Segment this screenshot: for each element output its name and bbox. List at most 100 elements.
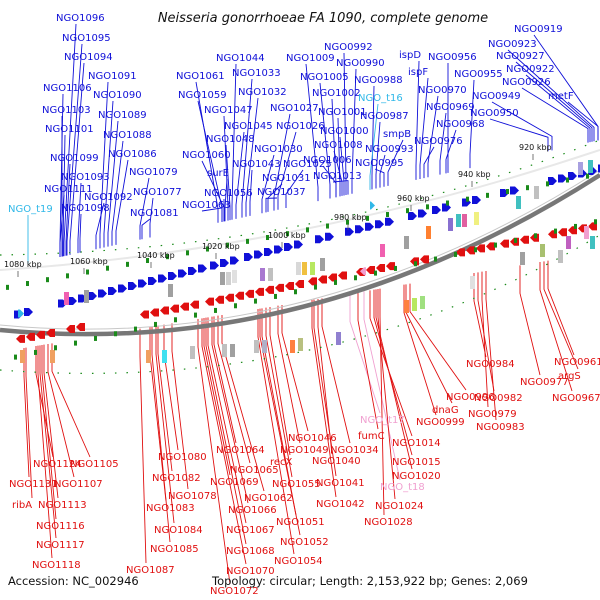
reference-tick — [26, 281, 29, 287]
gene-label-ngo1081: NGO1081 — [130, 208, 179, 219]
connector-ngo0996 — [409, 283, 467, 391]
gene-label-ngo1095: NGO1095 — [62, 33, 111, 44]
connector-ngo1088 — [111, 140, 124, 246]
reference-tick — [406, 208, 409, 214]
reverse-gene-arrow — [245, 289, 254, 298]
gene-label-ngo0926: NGO0926 — [502, 77, 551, 88]
gene-label-ngo1005: NGO1005 — [300, 72, 349, 83]
feature-annotation-block — [232, 270, 237, 283]
connector-ngo0983 — [485, 271, 497, 421]
feature-annotation-block — [558, 250, 563, 263]
reference-tick — [106, 265, 109, 271]
gene-label-ngo1044: NGO1044 — [216, 53, 265, 64]
connector-ngo1101 — [62, 134, 66, 257]
connector-ispd — [415, 60, 420, 180]
connector-ngo1094 — [69, 62, 85, 255]
gene-label-ngo_t19: NGO_t19 — [8, 204, 53, 215]
connector-fumc — [357, 292, 379, 430]
connector-ngo1096 — [63, 23, 77, 257]
gene-label-ngo_t16: NGO_t16 — [358, 93, 403, 104]
reference-tick — [346, 219, 349, 225]
forward-gene-arrow — [385, 217, 394, 226]
feature-annotation-block — [448, 218, 453, 231]
forward-gene-arrow — [284, 243, 293, 251]
gene-label-ngo0961: NGO0961 — [554, 357, 600, 368]
gene-label-metf: metF — [548, 91, 574, 102]
reverse-gene-arrow — [46, 328, 55, 337]
gene-label-ngo1009: NGO1009 — [286, 53, 335, 64]
scale-tick-label: 980 kbp — [334, 213, 367, 222]
gene-label-ngo1043: NGO1043 — [232, 159, 281, 170]
connector-ngo1077 — [149, 197, 154, 238]
gene-label-args: argS — [558, 371, 581, 382]
reverse-gene-arrow — [366, 266, 375, 275]
connector-ngo1024 — [377, 289, 396, 500]
gene-label-ngo1048: NGO1048 — [206, 134, 255, 145]
reverse-gene-arrow — [150, 308, 159, 317]
connector-ngo1040 — [317, 299, 333, 455]
connector-sure — [224, 178, 228, 222]
forward-gene-arrow — [220, 259, 229, 267]
connector-ngo0979 — [481, 271, 489, 408]
forward-gene-arrow — [548, 177, 557, 185]
connector-ngo1033 — [241, 78, 253, 218]
reverse-gene-arrow — [376, 264, 385, 273]
gene-label-ngo0970: NGO0970 — [418, 85, 467, 96]
connector-ngo0988 — [371, 85, 375, 190]
reference-tick — [194, 312, 197, 318]
connector-ngo0969 — [439, 112, 447, 175]
reference-tick — [254, 298, 257, 304]
reverse-gene-arrow — [308, 277, 317, 286]
gene-label-ngo0982: NGO0982 — [474, 393, 523, 404]
feature-annotation-block — [146, 350, 151, 363]
feature-annotation-block — [298, 338, 303, 351]
gene-label-ngo0990: NGO0990 — [336, 58, 385, 69]
feature-annotation-block — [470, 276, 475, 289]
connector-ngo1090 — [103, 100, 114, 248]
forward-gene-arrow — [418, 209, 427, 218]
gene-label-ngo1000: NGO1000 — [320, 126, 369, 137]
gene-label-ngo1042: NGO1042 — [316, 499, 365, 510]
gene-label-sure: surE — [207, 168, 229, 179]
connector-ngo1009 — [305, 63, 319, 202]
feature-annotation-block — [566, 236, 571, 249]
gene-label-ngo1065: NGO1065 — [230, 465, 279, 476]
gene-label-ngo1020: NGO1020 — [392, 471, 441, 482]
connector-riba — [25, 347, 33, 499]
reverse-gene-arrow — [265, 285, 274, 294]
reverse-gene-arrow — [285, 281, 294, 290]
reverse-gene-arrow — [190, 300, 199, 309]
reference-tick — [6, 284, 9, 290]
connector-ngo1089 — [107, 120, 119, 247]
forward-gene-arrow — [294, 240, 303, 249]
connector-ngo0995 — [374, 168, 385, 187]
reverse-gene-arrow — [160, 306, 169, 315]
reference-tick — [246, 238, 249, 244]
gene-label-ngo1077: NGO1077 — [133, 187, 182, 198]
reference-tick — [54, 345, 57, 351]
gene-label-ngo1117: NGO1117 — [36, 540, 85, 551]
reference-tick — [274, 293, 277, 299]
gene-label-ngo1101: NGO1101 — [45, 124, 94, 135]
reverse-gene-arrow — [558, 228, 567, 237]
connector-ngo0990 — [351, 68, 357, 194]
feature-annotation-block — [420, 296, 425, 309]
reverse-gene-arrow — [466, 246, 475, 255]
forward-gene-arrow — [244, 253, 253, 261]
gene-label-ngo1068: NGO1068 — [226, 546, 275, 557]
gene-label-ngo1062: NGO1062 — [244, 493, 293, 504]
gene-label-ngo0992: NGO0992 — [324, 42, 373, 53]
forward-gene-arrow — [408, 212, 417, 220]
gene-label-ngo1069: NGO1069 — [210, 477, 259, 488]
connector-ngo1027 — [273, 113, 291, 211]
gene-label-ngo1105: NGO1105 — [70, 459, 119, 470]
connector-ngo1043 — [249, 169, 253, 216]
connector-metf — [567, 101, 599, 141]
reference-tick — [266, 235, 269, 241]
scale-tick-label: 940 kbp — [458, 170, 491, 179]
reverse-gene-arrow — [235, 291, 244, 300]
reverse-gene-arrow — [338, 271, 347, 280]
feature-annotation-block — [302, 262, 307, 275]
feature-annotation-block — [578, 162, 583, 175]
reverse-gene-arrow — [26, 332, 35, 341]
